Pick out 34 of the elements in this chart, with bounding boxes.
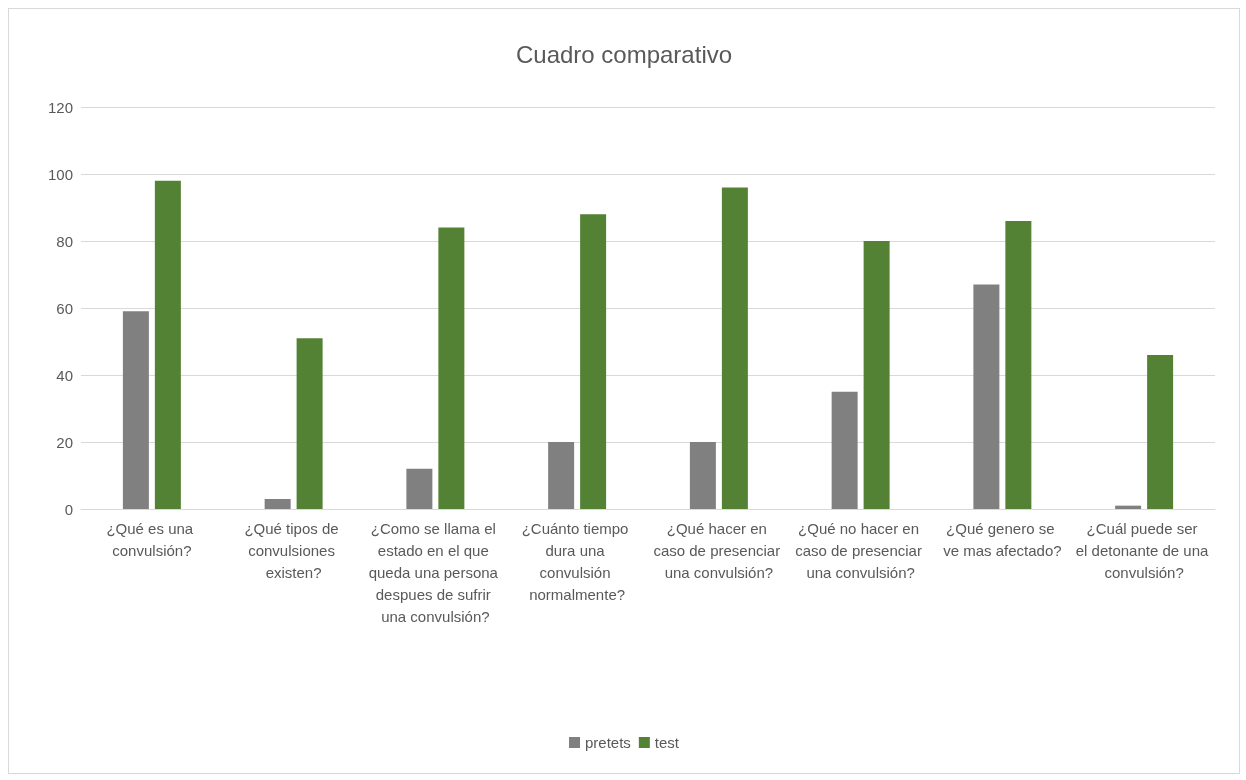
x-tick-label: ¿Como se llama el estado en el que queda una persona despues de sufrir una convulsión? bbox=[368, 519, 503, 625]
y-tick-label: 0 bbox=[64, 500, 73, 518]
y-tick-label: 80 bbox=[56, 232, 73, 250]
bar bbox=[154, 180, 181, 509]
bar bbox=[296, 338, 323, 509]
x-tick-label: ¿Qué genero se ve mas afectado? bbox=[943, 519, 1062, 559]
y-tick-label: 60 bbox=[56, 299, 73, 317]
y-tick-label: 20 bbox=[56, 433, 73, 451]
y-tick-label: 100 bbox=[47, 165, 73, 183]
legend-label: test bbox=[654, 734, 680, 751]
bar bbox=[863, 241, 890, 509]
x-tick-label: ¿Qué es una convulsión? bbox=[106, 519, 198, 559]
bar bbox=[1147, 354, 1174, 509]
bar bbox=[406, 468, 433, 509]
chart-title: Cuadro comparativo bbox=[515, 40, 733, 68]
bar bbox=[973, 284, 1000, 509]
bar bbox=[548, 442, 575, 509]
bar bbox=[1115, 505, 1142, 509]
y-tick-label: 40 bbox=[56, 366, 73, 384]
bar bbox=[438, 227, 465, 509]
bar bbox=[1005, 220, 1032, 509]
bar bbox=[721, 187, 748, 509]
legend-label: pretets bbox=[584, 734, 631, 751]
x-tick-label: ¿Cuál puede ser el detonante de una convulsión? bbox=[1075, 519, 1213, 581]
x-tick-label: ¿Qué tipos de convulsiones existen? bbox=[244, 519, 343, 581]
y-tick-label: 120 bbox=[47, 98, 73, 116]
bar bbox=[264, 498, 291, 509]
x-tick-label: ¿Qué hacer en caso de presenciar una convulsión? bbox=[653, 519, 785, 581]
x-tick-label: ¿Qué no hacer en caso de presenciar una convulsión? bbox=[795, 519, 927, 581]
x-tick-label: ¿Cuánto tiempo dura una convulsión normalmente? bbox=[521, 519, 633, 603]
bar bbox=[122, 311, 149, 509]
bar bbox=[580, 214, 607, 509]
bar bbox=[831, 391, 858, 509]
bar bbox=[689, 442, 716, 509]
